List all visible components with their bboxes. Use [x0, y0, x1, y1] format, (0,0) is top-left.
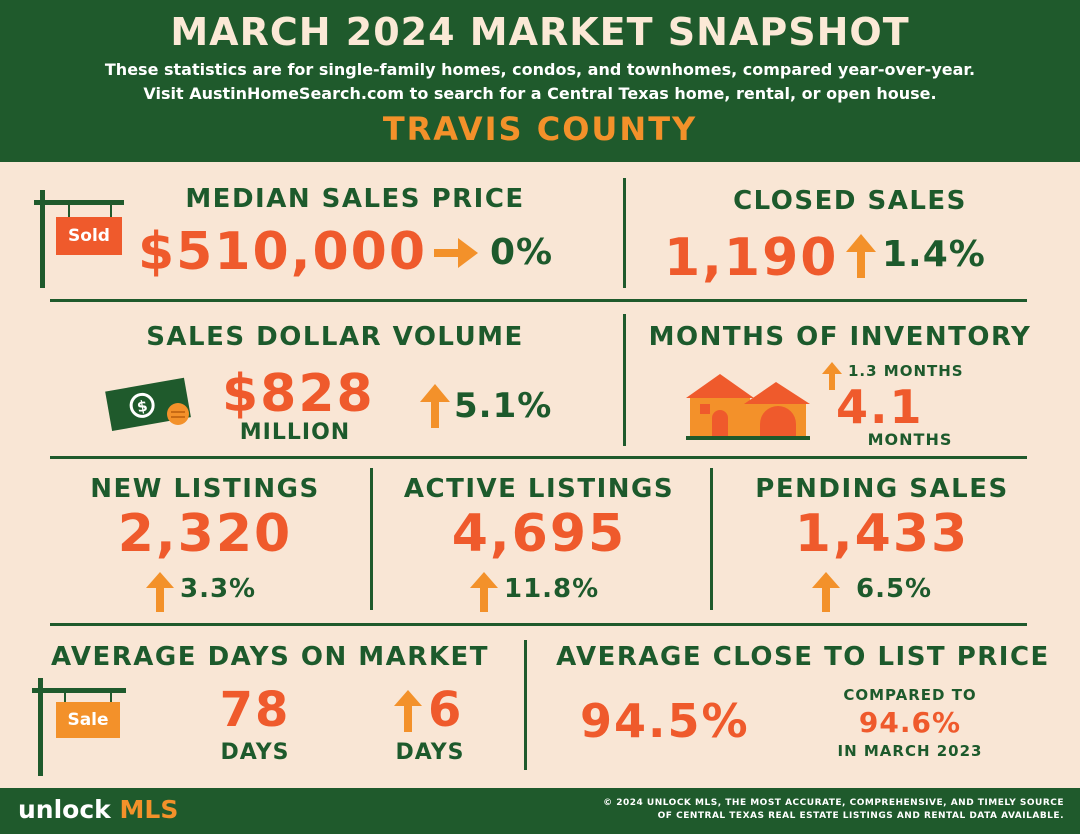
average-close-to-list-label: AVERAGE CLOSE TO LIST PRICE	[556, 642, 1050, 672]
months-of-inventory-label: MONTHS OF INVENTORY	[648, 322, 1032, 352]
copyright-line-1: © 2024 UNLOCK MLS, THE MOST ACCURATE, CO…	[603, 798, 1064, 808]
arrow-up-icon	[470, 572, 498, 612]
arrow-up-icon	[146, 572, 174, 612]
brand-prefix: unlock	[18, 795, 111, 824]
months-of-inventory-change: 1.3 MONTHS	[848, 362, 964, 380]
active-listings-value: 4,695	[451, 504, 627, 564]
divider	[623, 314, 626, 446]
subtitle-line-2: Visit AustinHomeSearch.com to search for…	[143, 84, 937, 103]
arrow-up-icon	[822, 362, 842, 390]
new-listings-label: NEW LISTINGS	[90, 474, 320, 504]
closed-sales-value: 1,190	[664, 228, 839, 288]
average-days-on-market-change-unit: DAYS	[395, 740, 465, 765]
closed-sales-change: 1.4%	[882, 234, 986, 275]
median-sales-price-change: 0%	[490, 232, 554, 273]
arrow-up-icon	[420, 384, 450, 428]
sale-sign-text: Sale	[67, 710, 109, 730]
copyright-line-2: OF CENTRAL TEXAS REAL ESTATE LISTINGS AN…	[657, 811, 1064, 821]
average-days-on-market-value: 78	[219, 682, 291, 738]
arrow-up-icon	[846, 234, 876, 278]
active-listings-change: 11.8%	[504, 574, 600, 604]
divider	[50, 623, 1027, 626]
compared-period: IN MARCH 2023	[837, 742, 983, 760]
average-days-on-market-label: AVERAGE DAYS ON MARKET	[51, 642, 489, 672]
sold-sign-icon	[34, 190, 124, 288]
divider	[50, 456, 1027, 459]
copyright-notice: © 2024 UNLOCK MLS, THE MOST ACCURATE, CO…	[504, 797, 1064, 823]
sales-dollar-volume-change: 5.1%	[454, 386, 553, 426]
median-sales-price-label: MEDIAN SALES PRICE	[185, 184, 525, 214]
divider	[524, 640, 527, 770]
house-icon	[686, 374, 810, 440]
brand-logo: unlock MLS	[18, 795, 178, 824]
months-of-inventory-unit: MONTHS	[867, 430, 953, 449]
divider	[710, 468, 713, 610]
subtitle-line-1: These statistics are for single-family h…	[104, 60, 976, 79]
money-bill-icon: $	[105, 377, 191, 431]
sale-sign-icon	[32, 678, 126, 776]
average-days-on-market-change: 6	[428, 682, 464, 738]
sales-dollar-volume-unit: MILLION	[239, 420, 351, 445]
closed-sales-label: CLOSED SALES	[733, 186, 967, 216]
new-listings-change: 3.3%	[180, 574, 257, 604]
pending-sales-value: 1,433	[794, 504, 970, 564]
brand-suffix: MLS	[119, 795, 179, 824]
average-days-on-market-unit: DAYS	[220, 740, 290, 765]
sales-dollar-volume-value: $828	[222, 364, 375, 424]
sales-dollar-volume-label: SALES DOLLAR VOLUME	[146, 322, 524, 352]
arrow-up-icon	[812, 572, 840, 612]
divider	[623, 178, 626, 288]
active-listings-label: ACTIVE LISTINGS	[403, 474, 675, 504]
compared-to-label: COMPARED TO	[843, 686, 977, 704]
header-banner: MARCH 2024 MARKET SNAPSHOT These statist…	[0, 0, 1080, 162]
page-title: MARCH 2024 MARKET SNAPSHOT	[170, 10, 910, 54]
new-listings-value: 2,320	[117, 504, 293, 564]
county-name: TRAVIS COUNTY	[382, 110, 698, 148]
sold-sign-text: Sold	[68, 226, 110, 246]
median-sales-price-value: $510,000	[138, 222, 428, 282]
arrow-right-icon	[434, 238, 478, 268]
pending-sales-label: PENDING SALES	[755, 474, 1009, 504]
divider	[370, 468, 373, 610]
average-close-to-list-value: 94.5%	[580, 694, 750, 748]
compared-to-value: 94.6%	[858, 706, 962, 739]
pending-sales-change: 6.5%	[856, 574, 933, 604]
svg-text:$: $	[136, 397, 149, 417]
months-of-inventory-value: 4.1	[836, 380, 924, 434]
footer: unlock MLS © 2024 UNLOCK MLS, THE MOST A…	[0, 788, 1080, 834]
divider	[50, 299, 1027, 302]
arrow-up-icon	[394, 690, 422, 732]
